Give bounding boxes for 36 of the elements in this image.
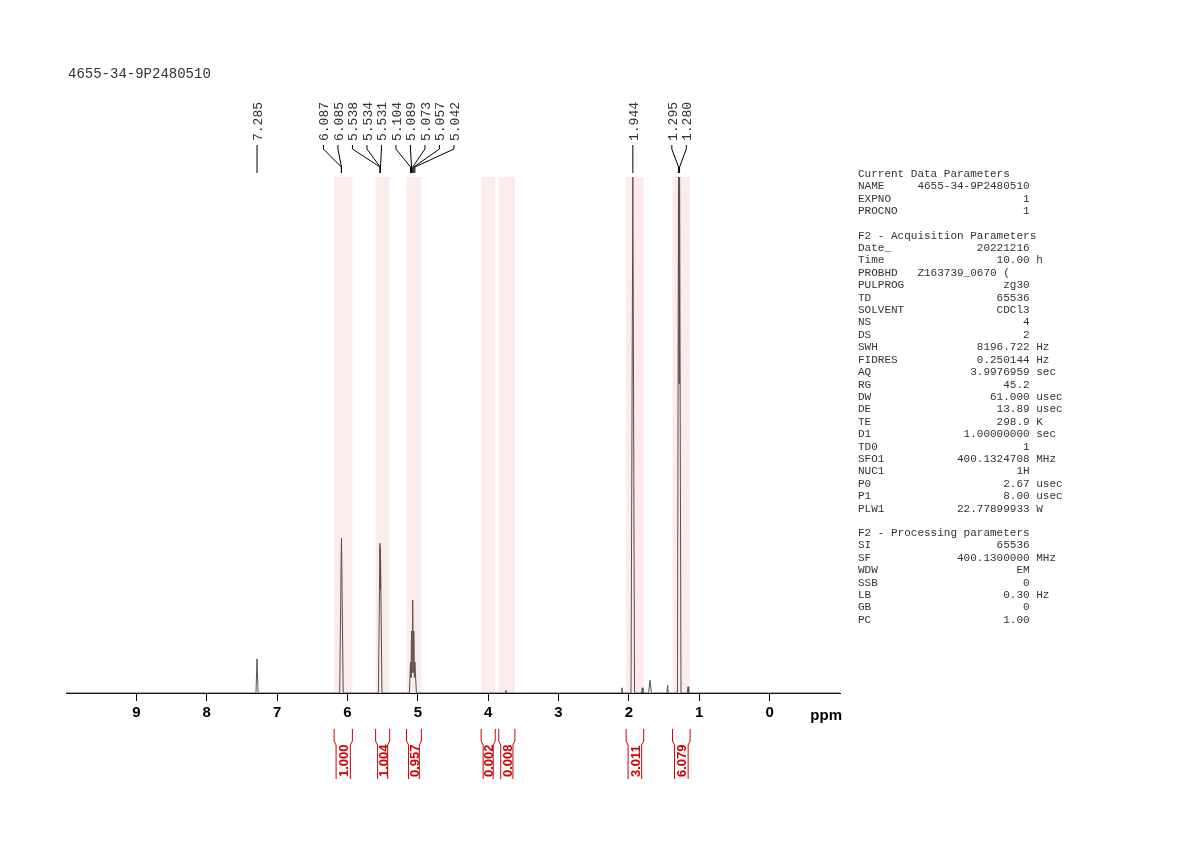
x-axis-title: ppm <box>810 705 842 723</box>
annotation: 5.042 <box>447 101 463 141</box>
annotation: 1.295 <box>665 101 681 141</box>
annotation: 5.073 <box>418 101 434 141</box>
annotation: 5.538 <box>346 101 362 141</box>
x-tick-label: 3 <box>554 703 563 721</box>
text: F2 - Processing parameters SI 65536 SF 400.1300000 MHz WDW EM SSB 0 LB 0.30 Hz GB 0 PC 1.00 <box>858 526 1058 627</box>
band-label: 0.957 <box>406 744 422 777</box>
x-tick-label: 1 <box>695 703 704 721</box>
annotation: 1.944 <box>626 101 642 141</box>
band-label: 1.000 <box>336 744 352 777</box>
band-label: 1.004 <box>375 743 391 777</box>
annotation: 5.057 <box>433 101 449 141</box>
annotation: 7.285 <box>251 101 267 141</box>
annotation: 5.531 <box>375 101 391 141</box>
x-tick-label: 7 <box>272 703 282 721</box>
x-tick-label: 2 <box>624 703 634 721</box>
text: F2 - Acquisition Parameters Date_ 20221216 Time 10.00 h PROBHD Z163739_0670 ( PULPROG zg30 TD 65536 SOLVENT CDCl3 NS 4 DS 2 SWH 8196.722 Hz FIDRES 0.250144 Hz AQ 3.9976959 sec RG 45.2 DW 61.000 usec DE 13.89 usec TE 298.9 K D1 1.00000000 sec TD0 1 SFO1 400.1324708 MHz NUC1 1H P0 2.67 usec P1 8.00 usec PLW1 22.77899933 W <box>858 229 1063 515</box>
band-label: 6.079 <box>674 744 690 777</box>
annotation: 5.534 <box>360 101 376 141</box>
band-label: 0.008 <box>499 744 515 777</box>
annotation: 6.085 <box>331 101 347 141</box>
band-label: 0.002 <box>481 744 497 777</box>
annotation: 5.104 <box>389 101 405 141</box>
annotation: 5.089 <box>404 101 420 141</box>
text: Current Data Parameters NAME 4655-34-9P2480510 EXPNO 1 PROCNO 1 <box>858 168 1031 218</box>
band-label: 3.011 <box>627 745 643 777</box>
x-tick-label: 6 <box>343 703 352 721</box>
x-tick-label: 4 <box>484 703 494 721</box>
x-tick-label: 9 <box>132 703 141 721</box>
annotation: 1.280 <box>680 101 696 141</box>
x-tick-label: 5 <box>413 703 422 721</box>
chart-title: 4655-34-9P2480510 <box>68 66 211 82</box>
annotation: 6.087 <box>317 101 333 141</box>
x-tick-label: 8 <box>202 703 211 721</box>
x-tick-label: 0 <box>765 703 774 721</box>
